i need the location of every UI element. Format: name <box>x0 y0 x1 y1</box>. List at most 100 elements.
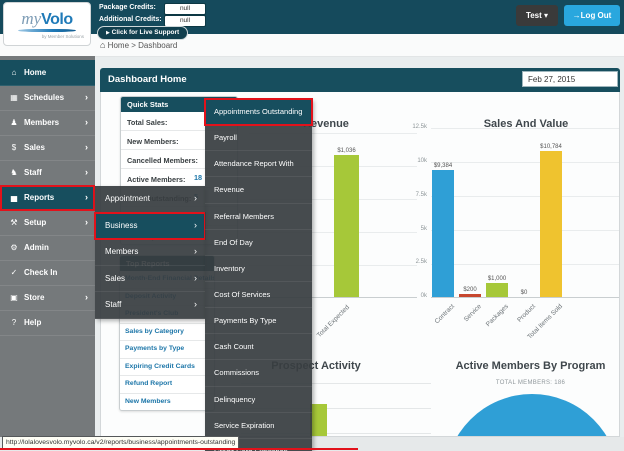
sidebar-item-label: Home <box>24 68 47 77</box>
x-label-contract: Contract <box>433 303 456 326</box>
chevron-right-icon: › <box>194 299 197 310</box>
bar-contract: $9,384 <box>432 163 454 297</box>
chevron-right-icon: › <box>85 167 88 177</box>
y-tick: 7.5k <box>415 192 427 198</box>
sidebar-item-setup[interactable]: ⚒ Setup › <box>0 210 95 236</box>
sidebar-item-label: Reports <box>24 193 55 202</box>
menu-item-payments-by-type[interactable]: Payments By Type <box>205 308 312 335</box>
date-input[interactable]: Feb 27, 2015 <box>522 71 618 87</box>
menu-item-referral-members[interactable]: Referral Members <box>205 204 312 230</box>
menu-item-cost-of-services[interactable]: Cost Of Services <box>205 282 312 309</box>
logout-button[interactable]: →Log Out <box>564 5 620 26</box>
menu-item-label: Revenue <box>214 185 245 195</box>
stat-row: New Members: <box>121 131 237 150</box>
home-icon: ⌂ <box>100 40 106 50</box>
menu-item-label: End Of Day <box>214 237 253 247</box>
x-label-packages: Packages <box>484 303 510 329</box>
sidebar-item-schedules[interactable]: ▦ Schedules › <box>0 85 95 111</box>
menu-item-delinquency[interactable]: Delinquency <box>205 387 312 413</box>
stat-label: Cancelled Members: <box>127 156 198 165</box>
stat-label: Total Sales: <box>127 118 168 127</box>
menu-item-label: Staff <box>105 300 122 310</box>
chevron-right-icon: › <box>85 192 88 202</box>
logo-my: my <box>21 9 42 28</box>
menu-item-sales[interactable]: Sales › <box>95 266 205 293</box>
menu-item-cash-count[interactable]: Cash Count <box>205 334 312 361</box>
package-credits-input[interactable]: null <box>164 3 206 15</box>
sidebar-item-store[interactable]: ▣ Store › <box>0 285 95 311</box>
y-tick: 12.5k <box>412 124 427 130</box>
gridline <box>241 433 431 434</box>
report-link[interactable]: New Members <box>125 397 171 405</box>
breadcrumb-home[interactable]: Home <box>107 41 130 50</box>
report-link[interactable]: Payments by Type <box>120 341 214 359</box>
menu-item-label: Referral Members <box>214 211 275 221</box>
sidebar-item-members[interactable]: ♟ Members › <box>0 110 95 136</box>
menu-item-payroll[interactable]: Payroll <box>205 125 312 152</box>
report-link[interactable]: Refund Report <box>120 376 214 394</box>
y-tick: 5k <box>420 226 427 232</box>
dashboard-header: Dashboard Home Feb 27, 2015 <box>100 68 620 92</box>
sidebar-item-sales[interactable]: $ Sales › <box>0 135 95 161</box>
check-icon: ✓ <box>10 268 18 277</box>
sidebar-item-label: Schedules <box>24 93 65 102</box>
menu-item-appointments-outstanding[interactable]: Appointments Outstanding <box>204 97 313 127</box>
live-support-button[interactable]: ▶ Click for Live Support <box>97 26 189 40</box>
sidebar-item-label: Members <box>24 118 60 127</box>
y-tick: 2.5k <box>415 259 427 265</box>
total-members-label: TOTAL MEMBERS: 186 <box>495 380 566 386</box>
chevron-right-icon: › <box>85 292 88 302</box>
logout-icon: → <box>572 11 581 20</box>
menu-item-revenue[interactable]: Revenue <box>205 177 312 204</box>
menu-item-attendance-report[interactable]: Attendance Report With <box>205 151 312 178</box>
play-icon: ▶ <box>106 30 110 36</box>
sidebar-item-reports[interactable]: ▅ Reports › <box>0 185 95 211</box>
active-members-title: Active Members By Program <box>455 360 606 372</box>
sidebar-item-check-in[interactable]: ✓ Check In <box>0 260 95 286</box>
user-menu-button[interactable]: Test ▾ <box>516 5 558 26</box>
chevron-right-icon: › <box>85 217 88 227</box>
menu-item-label: Appointment <box>105 194 150 203</box>
sidebar-item-help[interactable]: ? Help <box>0 310 95 336</box>
menu-item-label: Inventory <box>214 263 245 273</box>
menu-item-staff[interactable]: Staff › <box>95 292 205 319</box>
chevron-right-icon: › <box>85 117 88 127</box>
dollar-icon: $ <box>11 143 17 152</box>
bar-packages: $1,000 <box>486 276 508 297</box>
y-tick: 10k <box>417 158 427 164</box>
menu-item-members[interactable]: Members › <box>95 239 205 266</box>
bar-value-label: $0 <box>520 290 528 296</box>
chevron-right-icon: › <box>194 272 197 283</box>
breadcrumb-separator: > <box>131 41 136 50</box>
sales-value-chart-title: Sales And Value <box>483 118 569 130</box>
bar-chart-icon: ▅ <box>10 193 18 202</box>
logo[interactable]: myVolo by Member Solutions <box>3 2 91 46</box>
bar-value-label: $1,000 <box>487 276 507 283</box>
report-link[interactable]: Sales by Category <box>120 324 214 341</box>
annotation-underline <box>0 448 358 450</box>
wrench-icon: ⚒ <box>10 218 18 227</box>
menu-item-label: Commissions <box>214 368 260 378</box>
business-flyout-menu: Appointments Outstanding Payroll Attenda… <box>204 97 313 451</box>
breadcrumb: ⌂ Home > Dashboard <box>100 40 177 50</box>
menu-item-commissions[interactable]: Commissions <box>205 360 312 387</box>
revenue-chart-title: Revenue <box>303 118 349 130</box>
menu-item-label: Delinquency <box>214 394 256 404</box>
menu-item-service-expiration[interactable]: Service Expiration <box>205 413 312 439</box>
sidebar-item-admin[interactable]: ⚙ Admin <box>0 235 95 261</box>
menu-item-appointment[interactable]: Appointment › <box>95 186 205 213</box>
stat-value[interactable]: 18 <box>194 173 203 182</box>
menu-item-end-of-day[interactable]: End Of Day <box>205 230 312 256</box>
sidebar-item-home[interactable]: ⌂ Home <box>0 60 95 86</box>
sidebar-item-staff[interactable]: ♞ Staff › <box>0 160 95 186</box>
home-icon: ⌂ <box>11 68 17 77</box>
logo-swoosh <box>18 29 76 32</box>
chevron-right-icon: › <box>85 142 88 152</box>
gear-icon: ⚙ <box>10 243 18 252</box>
person-icon: ♟ <box>10 118 18 127</box>
cart-icon: ▣ <box>10 293 18 302</box>
menu-item-business[interactable]: Business › <box>94 211 206 241</box>
bar-value-label: $1,036 <box>337 148 356 155</box>
menu-item-inventory[interactable]: Inventory <box>205 256 312 282</box>
report-link[interactable]: Expiring Credit Cards <box>120 359 214 376</box>
